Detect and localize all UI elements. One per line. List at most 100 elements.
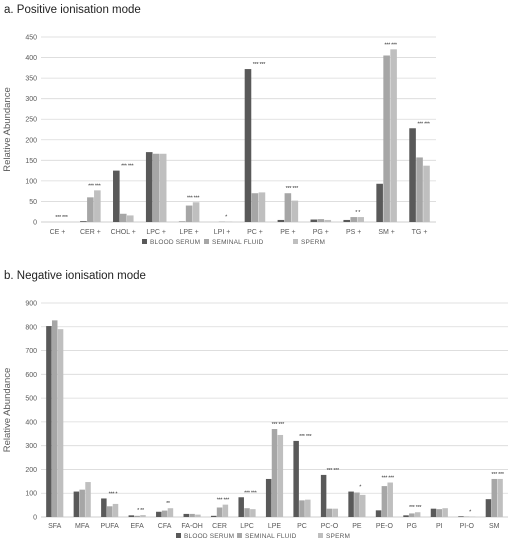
bar-sm-0 xyxy=(485,499,492,517)
y-axis-label: Relative Abundance xyxy=(2,368,13,453)
y-tick-label: 800 xyxy=(25,324,37,331)
bar-mfa-2 xyxy=(85,482,91,517)
bar-ps-1 xyxy=(350,217,357,222)
y-axis-label: Relative Abundance xyxy=(2,87,13,172)
legend-swatch xyxy=(204,239,209,244)
bar-lpc-2 xyxy=(159,153,167,222)
bar-pe-1 xyxy=(284,193,292,222)
significance-marker: *** *** xyxy=(491,472,504,478)
bar-pe-0 xyxy=(348,491,354,517)
significance-marker: *** *** xyxy=(299,434,312,440)
x-category-label: PE-O xyxy=(376,523,394,530)
bar-cer-0 xyxy=(210,515,217,517)
legend-label: SEMINAL FLUID xyxy=(212,239,264,246)
x-category-label: LPE xyxy=(268,523,282,530)
bar-pc-1 xyxy=(251,193,259,222)
significance-marker: *** *** xyxy=(327,468,340,474)
x-category-label: EFA xyxy=(131,523,145,530)
bar-pg-1 xyxy=(409,513,415,517)
bar-pc-2 xyxy=(258,192,266,222)
y-tick-label: 0 xyxy=(33,220,37,227)
bar-lpe-1 xyxy=(185,205,193,222)
bar-sm-2 xyxy=(497,478,503,517)
bar-efa-1 xyxy=(134,515,140,517)
bar-sm-0 xyxy=(376,183,383,222)
x-category-label: TG + xyxy=(412,229,428,236)
bar-sm-1 xyxy=(383,55,390,222)
bar-mfa-0 xyxy=(73,491,80,517)
x-category-label: SM + xyxy=(378,229,395,236)
x-category-label: PE + xyxy=(280,229,295,236)
bar-pufa-1 xyxy=(106,506,113,517)
bar-tg-0 xyxy=(409,128,416,222)
significance-marker: * xyxy=(359,485,362,491)
x-category-label: LPC xyxy=(240,523,254,530)
x-category-label: PUFA xyxy=(101,523,120,530)
bar-pg-0 xyxy=(403,515,409,517)
bar-cfa-0 xyxy=(156,511,162,517)
legend-label: BLOOD SERUM xyxy=(184,533,234,540)
bar-tg-2 xyxy=(423,165,430,222)
bar-sfa-0 xyxy=(46,326,52,517)
y-tick-label: 500 xyxy=(25,396,37,403)
x-category-label: PI xyxy=(436,523,443,530)
y-tick-label: 350 xyxy=(25,76,37,83)
legend-swatch xyxy=(318,533,323,538)
bar-pi-1 xyxy=(436,509,443,517)
bar-pe-2 xyxy=(359,494,366,517)
bar-chol-1 xyxy=(120,213,127,222)
bar-faoh-2 xyxy=(195,514,201,517)
bar-ps-2 xyxy=(357,217,364,222)
y-tick-label: 100 xyxy=(25,178,37,185)
bar-chol-2 xyxy=(126,215,134,222)
bar-pe-2 xyxy=(291,200,299,222)
bar-pi-2 xyxy=(442,508,448,517)
x-category-label: CFA xyxy=(158,523,172,530)
bar-efa-2 xyxy=(140,515,146,517)
bar-pco-0 xyxy=(320,474,327,517)
bar-pc-2 xyxy=(305,499,311,517)
y-tick-label: 400 xyxy=(25,55,37,62)
bar-ps-0 xyxy=(343,219,351,222)
y-tick-label: 450 xyxy=(25,35,37,42)
bar-pc-0 xyxy=(293,440,299,517)
bar-cer-1 xyxy=(216,507,223,517)
y-tick-label: 300 xyxy=(25,443,37,450)
bar-lpc-2 xyxy=(250,509,256,517)
significance-marker: *** * xyxy=(109,491,119,497)
x-category-label: FA-OH xyxy=(181,523,202,530)
bar-lpe-2 xyxy=(277,434,284,517)
x-category-label: MFA xyxy=(75,523,90,530)
bar-cer-1 xyxy=(87,197,94,222)
significance-marker: * xyxy=(225,215,228,221)
bar-pe-1 xyxy=(354,492,360,517)
bar-lpc-0 xyxy=(145,152,153,222)
bar-pio-0 xyxy=(458,516,464,517)
x-category-label: LPI + xyxy=(214,229,231,236)
x-category-label: PC xyxy=(297,523,307,530)
x-category-label: CHOL + xyxy=(111,229,136,236)
significance-marker: *** *** xyxy=(286,186,299,192)
chart-title: b. Negative ionisation mode xyxy=(4,270,146,282)
y-tick-label: 600 xyxy=(25,372,37,379)
significance-marker: *** *** xyxy=(55,215,68,221)
bar-lpe-1 xyxy=(271,429,278,517)
bar-lpc-1 xyxy=(244,508,250,517)
bar-peo-0 xyxy=(375,510,382,517)
bar-faoh-0 xyxy=(183,513,190,517)
significance-marker: *** *** xyxy=(409,505,422,511)
bar-cer-0 xyxy=(80,221,87,222)
bar-pg-2 xyxy=(324,219,332,222)
bar-sm-1 xyxy=(491,478,498,517)
bar-cer-2 xyxy=(94,190,101,222)
bar-pc-1 xyxy=(299,500,305,517)
bar-pufa-0 xyxy=(101,498,107,517)
bar-lpc-1 xyxy=(152,153,160,222)
x-category-label: LPC + xyxy=(146,229,166,236)
bar-pco-2 xyxy=(332,508,339,517)
x-category-label: PG + xyxy=(313,229,329,236)
bar-faoh-1 xyxy=(189,513,195,517)
significance-marker: * xyxy=(469,509,472,515)
bar-tg-1 xyxy=(416,157,423,222)
significance-marker: * ** xyxy=(137,508,145,514)
